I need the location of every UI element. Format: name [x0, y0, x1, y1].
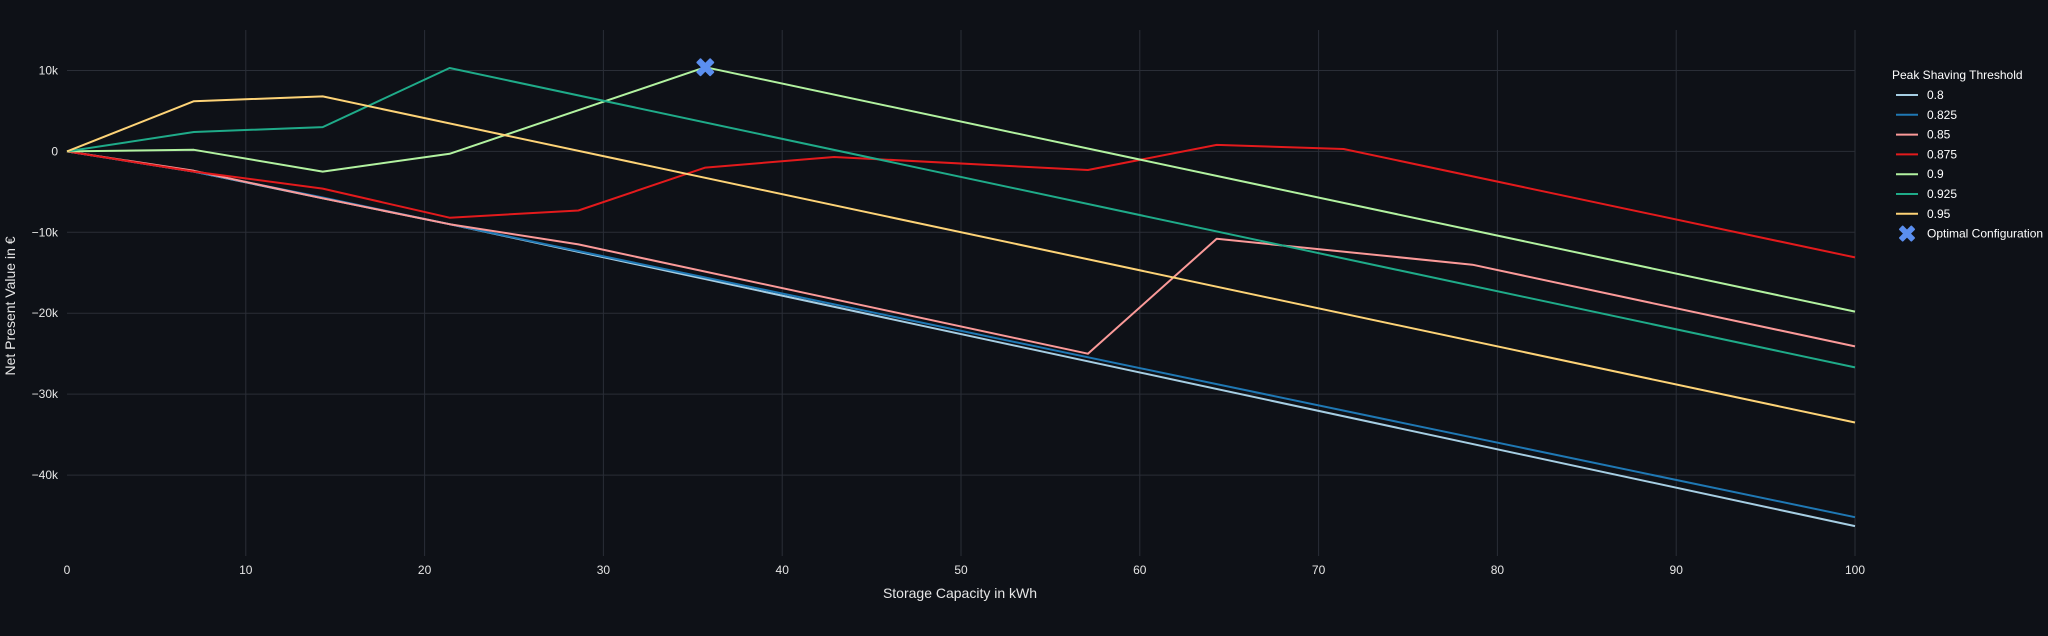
- optimal-marker-group: [696, 58, 715, 77]
- legend-label-0.9: 0.9: [1927, 167, 1944, 181]
- x-tick-label: 70: [1312, 563, 1326, 577]
- legend-swatch-optimal: [1899, 225, 1915, 242]
- series-line-0.9: [66, 66, 1856, 313]
- y-tick-label: −30k: [32, 387, 59, 401]
- x-tick-label: 40: [776, 563, 790, 577]
- legend-label-0.925: 0.925: [1927, 187, 1957, 201]
- y-tick-label: −40k: [32, 468, 59, 482]
- legend-label-0.95: 0.95: [1927, 207, 1951, 221]
- y-tick-label: −20k: [32, 306, 59, 320]
- series-line-0.95: [66, 95, 1856, 424]
- legend-label-0.825: 0.825: [1927, 108, 1957, 122]
- series-line-0.925: [66, 67, 1856, 369]
- legend-title: Peak Shaving Threshold: [1892, 68, 2023, 82]
- x-tick-label: 80: [1491, 563, 1505, 577]
- x-axis-title: Storage Capacity in kWh: [883, 585, 1037, 601]
- x-tick-label: 0: [64, 563, 71, 577]
- x-tick-label: 90: [1670, 563, 1684, 577]
- x-tick-label: 10: [239, 563, 253, 577]
- legend-label-0.875: 0.875: [1927, 147, 1957, 161]
- y-tick-label: −10k: [32, 225, 59, 239]
- x-tick-label: 60: [1133, 563, 1147, 577]
- y-axis-title: Net Present Value in €: [2, 236, 18, 375]
- y-tick-label: 10k: [39, 63, 59, 77]
- series-line-0.85: [66, 150, 1856, 355]
- x-tick-label: 50: [954, 563, 968, 577]
- series-lines: [66, 66, 1856, 528]
- series-line-0.875: [66, 143, 1856, 259]
- axis-ticks: 0 10 20 30 40 50 60 70 80 90 100 10k 0 −10k −20k −30k −4…: [32, 63, 1866, 577]
- legend-label-0.8: 0.8: [1927, 88, 1944, 102]
- legend-label-optimal: Optimal Configuration: [1927, 227, 2043, 241]
- optimal-marker: [696, 58, 715, 77]
- y-tick-label: 0: [51, 144, 58, 158]
- x-tick-label: 30: [597, 563, 611, 577]
- legend-label-0.85: 0.85: [1927, 128, 1951, 142]
- legend: Peak Shaving Threshold 0.8 0.825 0.85 0.875…: [1892, 68, 2043, 242]
- x-tick-label: 100: [1845, 563, 1865, 577]
- x-tick-label: 20: [418, 563, 432, 577]
